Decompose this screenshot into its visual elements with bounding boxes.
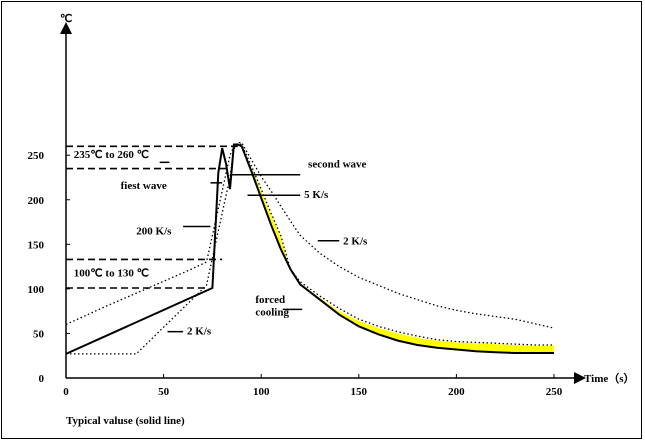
y-axis-unit-label: ℃ [60, 13, 72, 25]
annotation-label: second wave [308, 159, 366, 171]
annotation-label: 200 K/s [136, 226, 172, 238]
x-tick-label: 250 [546, 386, 563, 398]
annotation-label: 235℃ to 260 ℃ [74, 149, 149, 161]
y-tick-label: 150 [28, 239, 45, 251]
x-tick-label: 200 [448, 386, 465, 398]
annotation-label: cooling [255, 307, 289, 319]
y-tick-label: 50 [33, 328, 45, 340]
annotation-label: 2 K/s [187, 325, 212, 337]
x-tick-label: 100 [253, 386, 270, 398]
x-axis-label: Time（s） [584, 372, 635, 385]
y-tick-label: 200 [28, 195, 45, 207]
x-tick-label: 150 [351, 386, 368, 398]
annotation-label: 2 K/s [343, 235, 368, 247]
series-line-dotted-1 [66, 142, 555, 355]
cooling-band [237, 144, 555, 353]
annotation-label: 5 K/s [304, 189, 329, 201]
annotation-label: 100℃ to 130 ℃ [74, 267, 149, 279]
x-tick-label: 0 [63, 386, 69, 398]
y-tick-label: 0 [39, 373, 45, 385]
series-line-dotted-2 [65, 142, 554, 346]
series-line-solid [65, 143, 554, 355]
x-tick-label: 50 [158, 386, 170, 398]
chart-caption: Typical valuse (solid line) [66, 415, 185, 427]
annotation-label: fiest wave [121, 180, 167, 192]
annotation-label: forced [255, 294, 285, 306]
y-tick-label: 250 [28, 150, 45, 162]
y-tick-label: 100 [28, 284, 45, 296]
